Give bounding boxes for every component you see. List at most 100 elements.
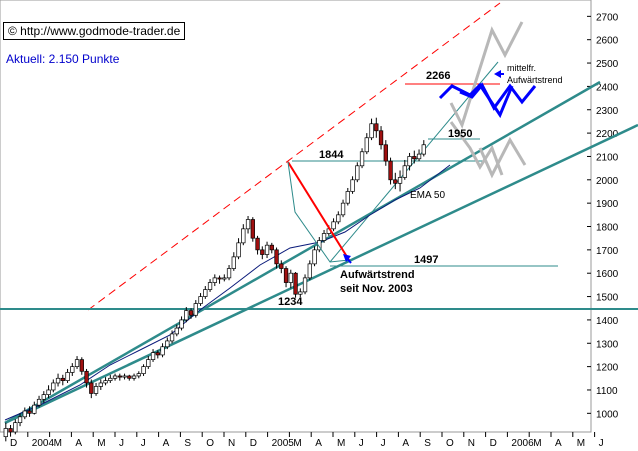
candle-up: [317, 240, 322, 251]
x-tick-label: M: [293, 438, 301, 449]
scenario-up-path: [449, 21, 524, 129]
candle-down: [89, 382, 94, 394]
x-axis-labels: D 2004 M A M J J A S O N D 2005 M A M J J A S O N D 2006 M A M J: [10, 438, 604, 449]
candle-down: [269, 244, 274, 251]
candle-up: [41, 394, 46, 400]
candle-down: [117, 375, 122, 378]
y-tick-label: 2100: [596, 152, 619, 163]
candles-group: [3, 117, 426, 442]
candle-up: [226, 268, 232, 279]
candle-up: [13, 422, 18, 433]
candle-up: [160, 346, 165, 356]
candle-up: [93, 386, 99, 394]
candle-down: [60, 377, 65, 381]
x-tick-label: A: [163, 438, 170, 449]
y-tick-label: 1800: [596, 223, 619, 234]
uptrend-line-mid: [4, 80, 601, 425]
y-tick-label: 1200: [596, 363, 619, 374]
x-tick-label: O: [206, 438, 214, 449]
candle-down: [260, 249, 265, 255]
arrow-head-aufwaertstrend-icon: [343, 254, 351, 262]
candle-up: [407, 156, 412, 167]
candle-up: [222, 277, 227, 280]
y-tick-label: 2200: [596, 129, 619, 140]
candle-up: [150, 352, 156, 360]
candle-up: [264, 244, 270, 255]
candle-up: [331, 221, 336, 230]
x-tick-label: M: [97, 438, 105, 449]
candle-up: [74, 359, 80, 367]
candle-up: [231, 256, 236, 269]
candle-down: [393, 179, 398, 184]
candle-up: [397, 177, 403, 184]
candle-up: [179, 319, 184, 329]
candle-down: [412, 156, 417, 160]
candle-up: [402, 165, 407, 178]
candle-up: [416, 153, 422, 160]
arrow-head-mittelfr-icon: [494, 70, 501, 78]
x-tick-label: 2004: [32, 438, 55, 449]
current-value-label: Aktuell: 2.150 Punkte: [6, 52, 120, 66]
candle-up: [169, 333, 175, 342]
x-tick-label: J: [599, 438, 604, 449]
candle-up: [98, 382, 103, 387]
y-tick-label: 2600: [596, 36, 619, 47]
x-tick-label: D: [490, 438, 497, 449]
candle-up: [103, 380, 108, 384]
level-label-1234: 1234: [278, 296, 303, 308]
annotation-ema: EMA 50: [410, 190, 445, 201]
candle-down: [255, 237, 260, 251]
candle-up: [174, 327, 179, 335]
candle-up: [55, 377, 61, 384]
candle-up: [165, 340, 170, 348]
candle-down: [383, 144, 388, 162]
candle-up: [46, 389, 51, 395]
plot-area: [0, 0, 592, 433]
candle-up: [212, 277, 217, 283]
candle-down: [283, 268, 289, 283]
candle-up: [302, 277, 308, 293]
x-tick-label: 2006: [511, 438, 534, 449]
candle-up: [312, 249, 317, 265]
candle-down: [217, 277, 222, 280]
y-tick-label: 1500: [596, 293, 619, 304]
candle-up: [236, 242, 241, 258]
candle-up: [146, 359, 151, 367]
x-tick-label: M: [577, 438, 585, 449]
candle-up: [32, 404, 37, 414]
level-label-1497: 1497: [414, 254, 438, 266]
candle-down: [27, 410, 32, 414]
x-tick-label: N: [468, 438, 475, 449]
y-tick-label: 1100: [596, 386, 618, 397]
candle-down: [293, 272, 298, 295]
y-tick-label: 1400: [596, 316, 619, 327]
candle-up: [321, 233, 327, 241]
x-tick-label: M: [533, 438, 541, 449]
x-tick-label: D: [10, 438, 17, 449]
scenario-blue-path-2: [438, 82, 514, 119]
x-tick-label: A: [315, 438, 322, 449]
y-tick-label: 2000: [596, 176, 619, 187]
candle-up: [350, 179, 355, 192]
x-tick-marks: [5, 432, 596, 437]
candle-up: [22, 410, 27, 418]
candle-up: [136, 373, 141, 377]
level-label-2266: 2266: [426, 70, 450, 82]
candle-down: [274, 249, 279, 265]
y-tick-label: 1000: [596, 409, 619, 420]
candle-down: [250, 219, 255, 239]
scenario-down-path-1: [449, 121, 504, 176]
candle-up: [112, 375, 118, 379]
candle-up: [184, 310, 189, 321]
y-tick-label: 2500: [596, 59, 619, 70]
y-tick-label: 1600: [596, 269, 619, 280]
correction-channel: [287, 161, 350, 263]
candle-up: [122, 375, 127, 378]
candle-down: [127, 375, 132, 379]
candle-up: [421, 144, 426, 155]
candle-up: [369, 123, 374, 139]
y-tick-label: 2400: [596, 82, 619, 93]
candle-up: [198, 296, 203, 304]
candle-up: [340, 202, 346, 216]
